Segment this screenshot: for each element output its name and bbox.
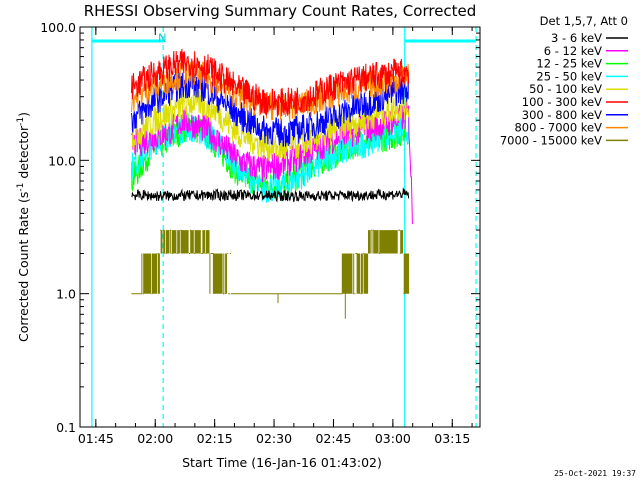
- x-tick-label-4: 02:45: [315, 431, 351, 446]
- legend-label-1: 6 - 12 keV: [544, 44, 602, 58]
- chart-title: RHESSI Observing Summary Count Rates, Co…: [84, 2, 477, 20]
- y-axis-label-sup-2: -1: [16, 117, 26, 126]
- legend-label-5: 100 - 300 keV: [522, 95, 602, 109]
- x-axis: 01:45 02:00 02:15 02:30 02:45 03:00 03:15: [78, 27, 473, 446]
- x-axis-label: Start Time (16-Jan-16 01:43:02): [182, 455, 382, 470]
- plot-frame: [79, 26, 481, 428]
- y-tick-label-1: 1.0: [56, 287, 76, 302]
- y-tick-label-0: 0.1: [56, 420, 76, 435]
- y-axis: 0.1 1.0 10.0 100.0: [40, 20, 480, 435]
- y-axis-label-sup-1: -1: [16, 183, 26, 192]
- x-tick-label-5: 03:00: [375, 431, 411, 446]
- legend-label-3: 25 - 50 keV: [536, 69, 602, 83]
- series-layer: [131, 48, 413, 319]
- annotation-flag: N: [158, 31, 167, 45]
- legend-label-6: 300 - 800 keV: [522, 108, 602, 122]
- legend-label-2: 12 - 25 keV: [536, 57, 602, 71]
- legend-label-0: 3 - 6 keV: [551, 31, 602, 45]
- x-tick-label-2: 02:15: [197, 431, 233, 446]
- series-line-5: [131, 48, 410, 117]
- y-axis-label-tail: detector: [16, 125, 31, 183]
- legend-label-4: 50 - 100 keV: [529, 82, 602, 96]
- legend-title: Det 1,5,7, Att 0: [540, 14, 628, 28]
- series-line-8: [131, 229, 410, 319]
- x-tick-label-6: 03:15: [434, 431, 470, 446]
- timestamp: 25-Oct-2021 19:37: [554, 469, 636, 478]
- x-tick-label-3: 02:30: [256, 431, 292, 446]
- y-axis-label-close: ): [16, 112, 31, 117]
- x-tick-label-0: 01:45: [78, 431, 114, 446]
- legend-label-7: 800 - 7000 keV: [514, 121, 602, 135]
- series-line-0: [131, 187, 410, 203]
- x-tick-label-1: 02:00: [137, 431, 173, 446]
- y-tick-label-3: 100.0: [40, 20, 76, 35]
- y-tick-label-2: 10.0: [48, 153, 76, 168]
- legend-label-8: 7000 - 15000 keV: [500, 133, 602, 147]
- y-axis-label: Corrected Count Rate (s-1 detector-1): [16, 112, 31, 342]
- y-axis-label-main: Corrected Count Rate (s: [16, 192, 31, 342]
